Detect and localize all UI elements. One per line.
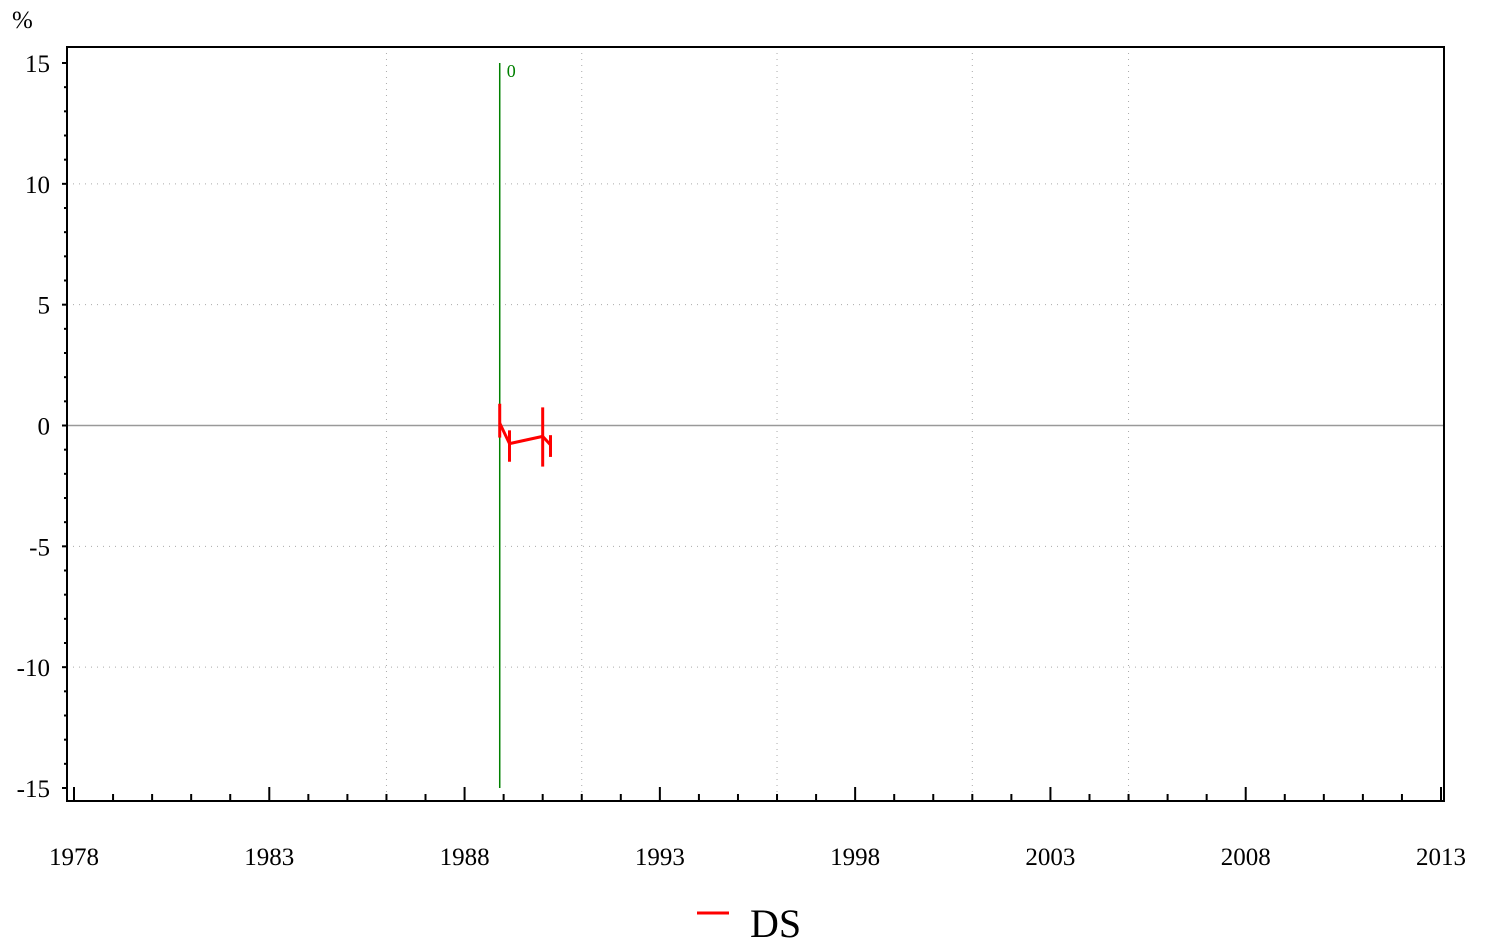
y-axis: 15 10 5 0 -5 -10 -15 <box>17 51 67 803</box>
series-line-ds <box>498 422 552 446</box>
x-tick-label: 2003 <box>1025 844 1075 871</box>
x-tick-label: 1998 <box>830 844 880 871</box>
x-tick-label: 1993 <box>635 844 685 871</box>
legend: DS <box>697 901 801 946</box>
y-axis-unit-label: % <box>12 7 33 34</box>
y-tick-label: 5 <box>38 293 51 320</box>
y-tick-label: -15 <box>17 776 50 803</box>
x-tick-label: 1978 <box>49 844 99 871</box>
x-tick-label: 1983 <box>244 844 294 871</box>
reference-line-label: 0 <box>507 61 516 81</box>
grid-lines <box>67 47 1444 801</box>
x-tick-label: 2013 <box>1416 844 1466 871</box>
y-tick-label: 10 <box>25 172 50 199</box>
x-axis: 1978 1983 1988 1993 1998 2003 2008 2013 <box>49 787 1466 871</box>
series-group <box>498 403 552 467</box>
plot-frame <box>66 46 1445 802</box>
y-tick-label: -10 <box>17 655 50 682</box>
reference-line-group: 0 <box>498 61 516 788</box>
y-tick-label: -5 <box>29 534 50 561</box>
legend-label-ds: DS <box>750 901 801 946</box>
x-tick-label: 2008 <box>1221 844 1271 871</box>
x-tick-label: 1988 <box>440 844 490 871</box>
y-tick-label: 15 <box>25 51 50 78</box>
y-tick-label: 0 <box>38 414 51 441</box>
